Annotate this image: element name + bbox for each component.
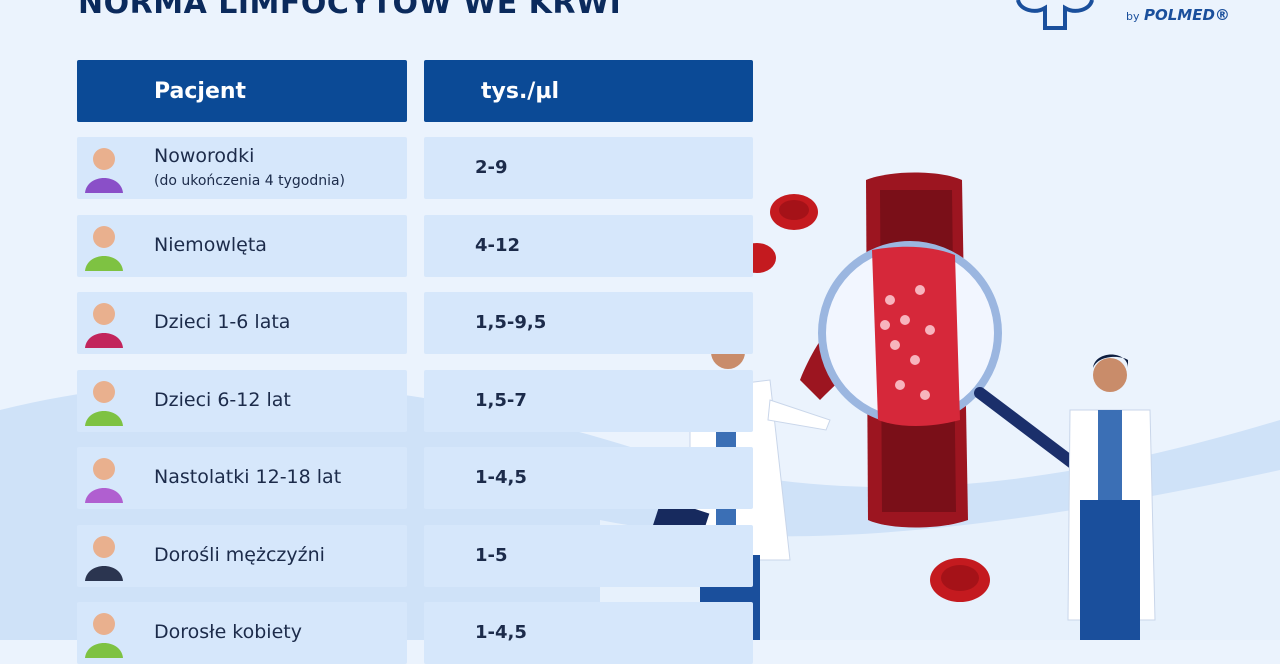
logo-brand: POLMED® [1144, 6, 1230, 24]
value: 1-4,5 [475, 467, 527, 488]
patient-name: Dorośli mężczyźni [154, 543, 325, 566]
avatar-icon [85, 303, 123, 348]
avatar [81, 531, 127, 581]
patient-name: Nastolatki 12-18 lat [154, 466, 342, 488]
value: 2-9 [475, 157, 508, 178]
value: 4-12 [475, 234, 521, 256]
avatar [81, 221, 127, 271]
column-header-text: Pacjent [154, 78, 247, 104]
logo-by: by [1126, 10, 1140, 23]
avatar [81, 298, 127, 348]
value: 1,5-7 [475, 389, 527, 411]
patient-note: (do ukończenia 4 tygodnia) [154, 173, 346, 189]
column-header-text: tys./µl [481, 78, 560, 104]
value-cell: 1-4,5 [424, 447, 753, 509]
value-cell: 1-5 [424, 524, 753, 587]
value-cell: 1,5-9,5 [424, 292, 753, 354]
value-cell: 1,5-7 [424, 369, 753, 432]
value-cell: 1-4,5 [424, 602, 753, 664]
avatar-icon [85, 458, 123, 503]
avatar [81, 608, 127, 658]
patient-cell: Dorosłe kobiety [77, 602, 407, 664]
value: 1-5 [475, 544, 508, 566]
column-header: tys./µl [424, 60, 753, 122]
avatar [81, 453, 127, 503]
patient-name: Niemowlęta [154, 233, 267, 256]
title: NORMA LIMFOCYTÓW WE KRWI [78, 0, 622, 21]
value-cell: 4-12 [424, 214, 753, 277]
patient-name: Noworodki [154, 145, 255, 167]
column-header: Pacjent [77, 60, 407, 122]
patient-cell: Nastolatki 12-18 lat [77, 447, 407, 509]
avatar-icon [85, 148, 123, 193]
patient-label: Dorośli mężczyźni [154, 544, 325, 566]
patient-label: Niemowlęta [154, 234, 267, 256]
avatar-icon [85, 380, 123, 426]
avatar [81, 143, 127, 193]
patient-name: Dorosłe kobiety [154, 621, 302, 643]
value: 1,5-9,5 [475, 312, 547, 333]
avatar-icon [85, 613, 123, 658]
avatar-icon [85, 225, 123, 271]
patient-cell: Dzieci 1-6 lata [77, 292, 407, 354]
avatar-icon [85, 535, 123, 581]
patient-cell: Dorośli mężczyźni [77, 524, 407, 587]
patient-cell: Dzieci 6-12 lat [77, 369, 407, 432]
patient-name: Dzieci 1-6 lata [154, 311, 291, 333]
patient-label: Dzieci 1-6 lata [154, 311, 290, 333]
value: 1-4,5 [475, 622, 527, 643]
patient-label: Dzieci 6-12 lat [154, 389, 291, 411]
patient-label: Dorosłe kobiety [154, 621, 302, 643]
patient-label: Nastolatki 12-18 lat [154, 466, 341, 488]
value-cell: 2-9 [424, 137, 753, 199]
patient-cell: Noworodki (do ukończenia 4 tygodnia) [77, 137, 407, 199]
avatar [81, 376, 127, 426]
patient-label: Noworodki (do ukończenia 4 tygodnia) [154, 145, 345, 189]
patient-name: Dzieci 6-12 lat [154, 388, 291, 411]
patient-cell: Niemowlęta [77, 214, 407, 277]
